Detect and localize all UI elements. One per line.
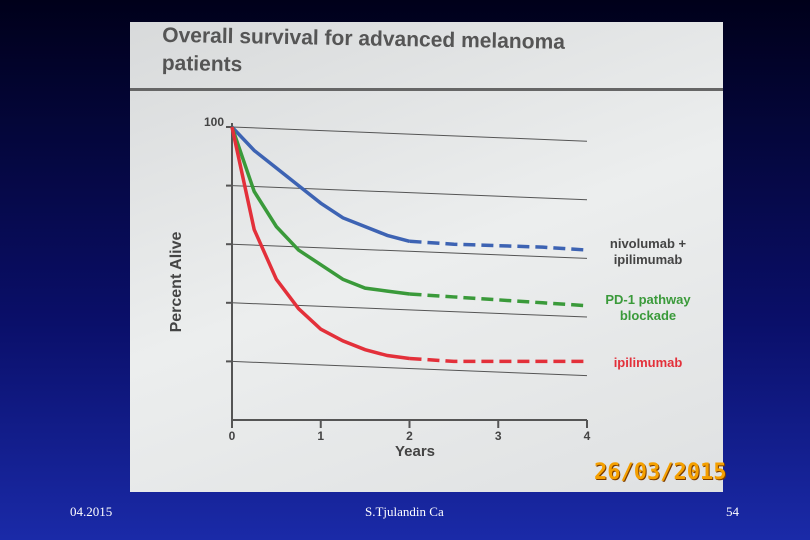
- photo-timestamp: 26/03/2015: [594, 460, 727, 485]
- survival-line: [230, 126, 410, 296]
- projected-line: [409, 356, 587, 364]
- legend-label: PD-1 pathway blockade: [605, 291, 691, 323]
- survival-line: [230, 126, 410, 361]
- x-tick-label: 3: [495, 429, 502, 443]
- title-rule: [130, 88, 723, 91]
- footer-page: 54: [726, 504, 739, 519]
- grid-line: [231, 360, 588, 377]
- y-axis-label: Percent Alive: [168, 232, 185, 333]
- x-tick-label: 0: [229, 429, 236, 443]
- projected-line: [409, 239, 588, 252]
- grid-line: [231, 126, 588, 142]
- x-tick-label: 2: [406, 429, 413, 443]
- footer-date: 04.2015: [70, 504, 113, 519]
- footer-author: S.Tjulandin Ca: [365, 504, 444, 519]
- grid-line: [231, 243, 588, 259]
- legend-label: ipilimumab: [613, 355, 683, 371]
- slide-photo: [130, 22, 723, 492]
- x-tick-label: 4: [584, 429, 591, 443]
- legend-label: nivolumab + ipilimumab: [609, 236, 687, 268]
- y-tick-label: 100: [204, 115, 224, 129]
- x-tick-label: 1: [317, 429, 324, 443]
- grid-line: [231, 302, 588, 318]
- survival-line: [230, 125, 410, 243]
- grid-line: [231, 185, 588, 201]
- x-axis-label: Years: [395, 443, 435, 460]
- projected-line: [409, 292, 588, 308]
